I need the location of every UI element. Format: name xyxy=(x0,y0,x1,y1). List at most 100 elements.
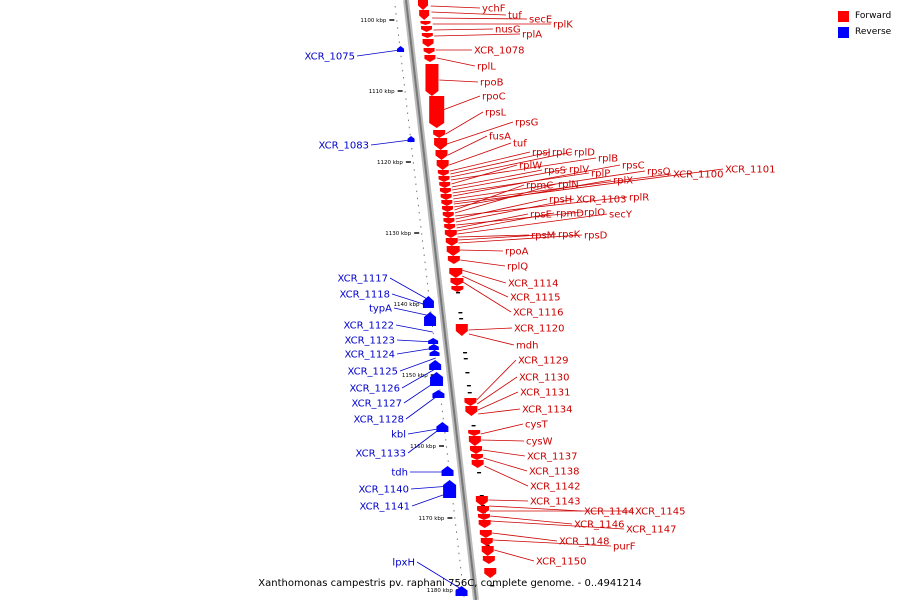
scale-tick-label: 1160 kbp xyxy=(410,444,436,450)
forward-gene-feature xyxy=(479,530,492,538)
gene-label: XCR_1117 xyxy=(337,274,388,285)
genome-axis xyxy=(403,0,479,600)
position-dot xyxy=(458,312,463,314)
forward-gene-feature xyxy=(425,64,439,96)
position-dot xyxy=(425,268,427,271)
leader-line xyxy=(484,465,529,487)
leader-line xyxy=(462,281,512,313)
gene-label: tdh xyxy=(391,468,408,479)
gene-label: XCR_1101 xyxy=(725,165,776,176)
forward-gene-feature xyxy=(477,514,490,520)
position-dot xyxy=(397,27,399,29)
position-dot xyxy=(441,403,443,406)
gene-label: XCR_1142 xyxy=(530,482,581,493)
leader-line xyxy=(478,408,521,415)
gene-label: XCR_1122 xyxy=(343,321,394,332)
legend: Forward Reverse xyxy=(838,8,891,40)
reverse-gene-feature xyxy=(441,466,454,476)
gene-label: XCR_1140 xyxy=(358,485,409,496)
gene-label: XCR_1127 xyxy=(351,399,402,410)
gene-label: rplB xyxy=(598,154,618,165)
legend-reverse-label: Reverse xyxy=(855,27,892,37)
gene-label: cysW xyxy=(526,437,553,448)
leader-line xyxy=(459,249,504,252)
gene-label: rplN xyxy=(558,180,579,191)
gene-label: XCR_1114 xyxy=(508,279,559,290)
forward-gene-feature xyxy=(470,446,483,454)
leader-line xyxy=(468,327,513,331)
position-dot xyxy=(463,358,468,360)
forward-gene-feature xyxy=(434,138,448,150)
position-dot xyxy=(394,6,396,8)
forward-gene-feature xyxy=(421,26,433,32)
scale-tick-label: 1120 kbp xyxy=(377,160,403,166)
gene-label: tuf xyxy=(513,139,527,150)
leader-line xyxy=(490,515,573,525)
gene-label: cysT xyxy=(525,420,549,431)
position-dot xyxy=(426,275,428,278)
position-dot xyxy=(445,439,447,441)
gene-label: rplC xyxy=(552,148,572,159)
gene-label: XCR_1148 xyxy=(559,537,610,548)
reverse-gene-feature xyxy=(430,372,444,386)
forward-gene-feature xyxy=(443,218,455,224)
position-dot xyxy=(420,226,422,228)
leader-line xyxy=(454,183,557,214)
position-dot xyxy=(398,34,400,36)
gene-label: XCR_1078 xyxy=(474,46,525,57)
position-dot xyxy=(456,538,458,540)
position-dot xyxy=(407,119,409,122)
position-dot xyxy=(411,148,413,150)
leader-line xyxy=(450,151,551,175)
leader-line xyxy=(416,561,464,591)
position-dot xyxy=(446,446,448,448)
gene-label: rpmC xyxy=(526,181,553,192)
position-dot xyxy=(456,292,461,294)
gene-label: rplP xyxy=(591,169,610,180)
leader-line xyxy=(455,198,548,220)
leader-line xyxy=(481,439,525,442)
reverse-gene-feature xyxy=(422,296,434,308)
forward-gene-feature xyxy=(449,268,463,278)
gene-label: rplA xyxy=(522,30,542,41)
reverse-gene-feature xyxy=(424,312,437,326)
position-dot xyxy=(424,261,426,264)
position-dot xyxy=(471,425,476,427)
gene-label: rpoA xyxy=(505,247,529,258)
position-dot xyxy=(427,282,429,285)
reverse-gene-feature xyxy=(407,136,415,142)
gene-label: typA xyxy=(369,304,392,315)
gene-label: rplR xyxy=(629,193,649,204)
position-dot xyxy=(479,495,484,497)
gene-label: rpsG xyxy=(515,118,538,129)
forward-swatch-icon xyxy=(838,10,849,22)
gene-label: rpsM xyxy=(531,231,555,242)
position-dot xyxy=(461,581,463,583)
legend-forward: Forward xyxy=(838,8,891,24)
forward-gene-feature xyxy=(477,506,490,514)
gene-label: XCR_1100 xyxy=(673,170,724,181)
gene-label: XCR_1143 xyxy=(530,497,581,508)
reverse-gene-feature xyxy=(429,350,440,356)
leader-line xyxy=(449,151,531,172)
leader-line xyxy=(457,233,557,241)
gene-label: XCR_1141 xyxy=(359,502,410,513)
position-dot xyxy=(432,332,434,335)
gene-label: rpsH xyxy=(549,195,572,206)
position-dot xyxy=(490,585,495,587)
gene-label: XCR_1126 xyxy=(349,384,400,395)
genome-caption: Xanthomonas campestris pv. raphani 756C,… xyxy=(258,578,642,589)
forward-gene-feature xyxy=(433,130,446,138)
forward-gene-feature xyxy=(422,39,434,47)
position-dot xyxy=(413,169,415,171)
forward-gene-feature xyxy=(470,454,483,460)
position-dot xyxy=(406,105,408,107)
gene-label: rpsD xyxy=(584,231,608,242)
gene-label: rplV xyxy=(569,165,589,176)
forward-gene-feature xyxy=(468,430,481,436)
leader-line xyxy=(405,393,441,420)
forward-gene-feature xyxy=(438,176,450,182)
position-dot xyxy=(396,20,398,22)
